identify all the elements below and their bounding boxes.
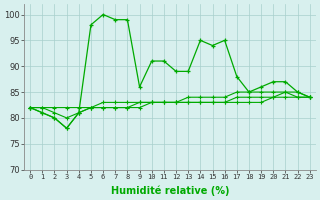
X-axis label: Humidité relative (%): Humidité relative (%) (111, 185, 229, 196)
